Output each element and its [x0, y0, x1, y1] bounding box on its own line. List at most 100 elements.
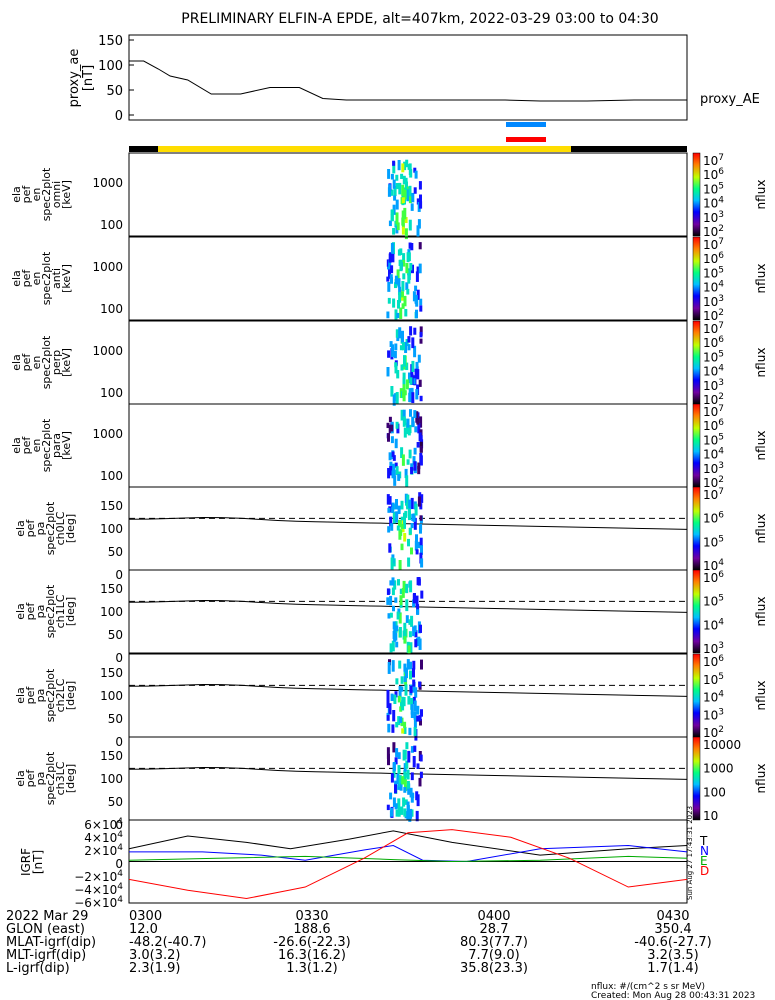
spectrogram-cell	[413, 711, 417, 720]
spectrogram-cell	[391, 640, 395, 652]
spectrogram-cell	[406, 422, 409, 435]
orbit-row-value: 188.6	[293, 922, 330, 937]
orbit-row-label: GLON (east)	[6, 922, 85, 937]
spec-ytick: 100	[100, 386, 123, 400]
spectrogram-cell	[397, 249, 401, 256]
spectrogram-cell	[420, 545, 423, 555]
spectrogram-cell	[403, 189, 407, 200]
colorbar-tick: 103	[703, 210, 724, 225]
spectrogram-cell	[386, 588, 390, 595]
spectrogram-cell	[401, 226, 405, 235]
spectrogram-cell	[392, 228, 396, 235]
spectrogram-cell	[392, 511, 396, 524]
spectrogram-cell	[405, 760, 409, 769]
spectrogram-cell	[409, 670, 412, 680]
colorbar-label: nflux	[754, 514, 768, 544]
spectrogram-cell	[392, 710, 396, 722]
spectrogram-cell	[394, 438, 398, 449]
spectrogram-cell	[404, 309, 408, 317]
orbit-row-value: -48.2(-40.7)	[129, 935, 206, 950]
spectrogram-cell	[406, 288, 410, 295]
orbit-row-value: -26.6(-22.3)	[273, 935, 350, 950]
spectrogram-cell	[390, 189, 394, 196]
orbit-row-value: 0400	[477, 909, 510, 924]
spectrogram-cell	[408, 631, 412, 638]
colorbar-tick: 106	[703, 511, 724, 526]
loss-cone-curve	[128, 684, 688, 697]
spec-ytick: 100	[100, 772, 123, 786]
igrf-ytick: 4×104	[84, 830, 123, 845]
spectrogram-cell	[396, 312, 400, 319]
spectrogram-cell	[403, 721, 407, 729]
spectrogram-cell	[402, 395, 406, 402]
spectrogram-cell	[399, 588, 403, 595]
spectrogram-cell	[395, 748, 399, 758]
spectrogram-cell	[388, 703, 392, 715]
spectrogram-cell	[410, 792, 414, 803]
spectrogram-cell	[407, 164, 411, 170]
spectrogram-cell	[413, 717, 417, 729]
spectrogram-cell	[389, 595, 393, 606]
spectrogram-cell	[395, 809, 399, 817]
spectrogram-cell	[407, 750, 411, 763]
spectrogram-cell	[391, 470, 395, 479]
spectrogram-cell	[407, 696, 411, 705]
spectrogram-cell	[410, 547, 413, 555]
spectrogram-cell	[408, 424, 412, 434]
proxy-ae-ytick: 150	[98, 34, 123, 49]
spectrogram-cell	[416, 609, 420, 615]
colorbar-tick: 106	[703, 335, 724, 350]
spectrogram-cell	[389, 643, 393, 653]
spectrogram-cell	[391, 344, 394, 351]
colorbar-tick: 107	[703, 487, 724, 502]
spectrogram-cell	[414, 285, 418, 291]
spectrogram-cell	[400, 686, 404, 692]
spectrogram-cell	[413, 745, 417, 752]
orbit-row-value: 0300	[129, 909, 162, 924]
spectrogram-cell	[412, 660, 416, 670]
spectrogram-cell	[406, 418, 410, 428]
spectrogram-cell	[393, 630, 397, 642]
spectrogram-cell	[419, 455, 423, 466]
spectrogram-cell	[410, 243, 414, 251]
spectrogram-cell	[407, 538, 410, 547]
spectrogram-cell	[393, 625, 397, 631]
spectrogram-cell	[391, 347, 395, 358]
spectrogram-cell	[403, 676, 407, 683]
spectrogram-cell	[397, 752, 401, 760]
spectrogram-cell	[389, 516, 393, 527]
spectrogram-cell	[402, 409, 406, 421]
spectrogram-cell	[407, 336, 411, 343]
spec-ytick: 100	[100, 605, 123, 619]
colorbar	[692, 320, 701, 405]
spectrogram-cell	[395, 678, 399, 685]
spectrogram-cell	[388, 253, 392, 263]
spectrogram-cell	[399, 307, 403, 319]
igrf-legend: T	[699, 834, 708, 848]
orbit-row-value: 2.3(1.9)	[129, 961, 181, 976]
spectrogram-cell	[409, 409, 412, 417]
spectrogram-cell	[395, 183, 399, 190]
spectrogram-cell	[390, 173, 394, 180]
spectrogram-cell	[410, 698, 414, 710]
spectrogram-cell	[403, 663, 407, 672]
spectrogram-cell	[405, 475, 409, 488]
spectrogram-cell	[420, 494, 424, 503]
spectrogram-cell	[411, 337, 415, 349]
spectrogram-cell	[408, 193, 412, 204]
spectrogram-cell	[404, 799, 408, 805]
spectrogram-cell	[401, 210, 405, 223]
spectrogram-cell	[406, 659, 410, 670]
orbit-row-value: 35.8(23.3)	[460, 961, 528, 976]
spectrogram-cell	[400, 543, 404, 551]
spectrogram-cell	[407, 557, 411, 567]
colorbar-label: nflux	[754, 681, 768, 711]
colorbar-tick: 106	[703, 251, 724, 266]
colorbar-label: nflux	[754, 764, 768, 794]
spectrogram-cell	[390, 209, 394, 222]
spectrogram-cell	[406, 811, 410, 820]
spectrogram-cell	[398, 259, 402, 266]
spectrogram-cell	[391, 253, 395, 263]
spectrogram-cell	[405, 615, 409, 623]
spectrogram-cell	[404, 510, 408, 518]
